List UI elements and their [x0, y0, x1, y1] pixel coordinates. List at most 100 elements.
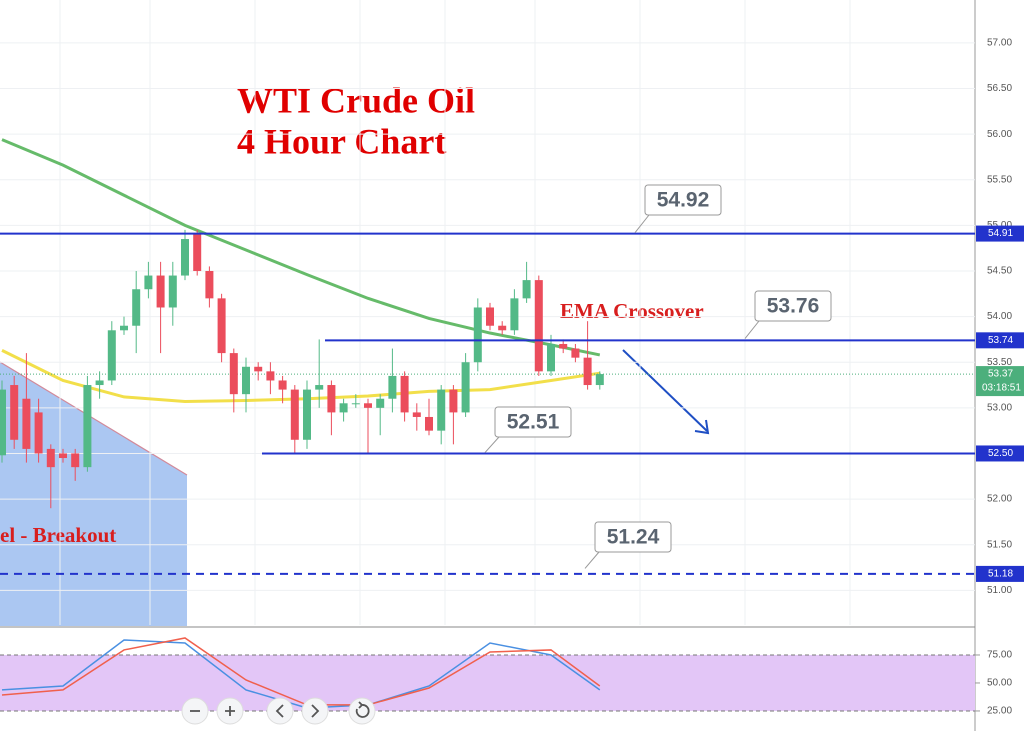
- oscillator-band: [0, 654, 975, 711]
- axis-tag: [976, 565, 1024, 582]
- candle-body: [412, 412, 421, 417]
- candle-body: [34, 412, 43, 454]
- countdown: 03:18:51: [982, 383, 1021, 394]
- y2-tick-label: 50.00: [987, 678, 1012, 689]
- callout-label: 53.76: [767, 295, 820, 318]
- callout-label: 54.92: [657, 189, 710, 212]
- y-tick-label: 53.50: [987, 357, 1012, 368]
- candle-body: [193, 234, 202, 271]
- callout-box: [754, 290, 832, 322]
- chart-subtitle: 4 Hour Chart: [237, 121, 446, 161]
- control-icon: [355, 701, 370, 718]
- control-button[interactable]: [301, 697, 329, 725]
- candle-body: [364, 403, 372, 408]
- channel-area: [0, 362, 187, 626]
- candle-body: [71, 453, 80, 468]
- candle-body: [388, 375, 397, 399]
- candle-body: [547, 343, 555, 372]
- candle-body: [181, 239, 189, 276]
- candle-body: [254, 366, 263, 372]
- y-tick-label: 54.00: [987, 311, 1012, 322]
- candle-body: [229, 353, 238, 395]
- callout-pointer: [744, 320, 760, 339]
- y2-tick-label: 75.00: [987, 650, 1012, 661]
- last-price-tag: [976, 366, 1024, 397]
- candle-body: [595, 374, 604, 386]
- y-tick-label: 56.00: [987, 129, 1012, 140]
- chart-title: WTI Crude Oil: [237, 80, 475, 120]
- axis-tag-label: 53.74: [988, 335, 1013, 346]
- annotation: el - Breakout: [0, 523, 116, 547]
- candle-body: [156, 275, 165, 308]
- control-button[interactable]: [266, 697, 294, 725]
- candle-body: [437, 389, 446, 431]
- y-tick-label: 51.00: [987, 585, 1012, 596]
- callout-pointer: [484, 436, 500, 453]
- arrow-head: [694, 419, 710, 435]
- y-tick-label: 55.00: [987, 220, 1012, 231]
- axis-tag: [976, 225, 1024, 242]
- last-price-label: 53.37: [988, 369, 1013, 380]
- candle-body: [315, 385, 324, 390]
- candle-body: [144, 275, 153, 290]
- candle-body: [571, 348, 580, 358]
- axis-tag: [976, 332, 1024, 349]
- candle-body: [266, 371, 275, 381]
- y2-tick-label: 25.00: [987, 706, 1012, 717]
- candle-body: [168, 275, 177, 308]
- candle-body: [327, 385, 336, 413]
- moving-average: [1, 138, 601, 357]
- control-icon: [311, 704, 320, 718]
- candle-body: [522, 280, 531, 299]
- callout-label: 52.51: [507, 411, 560, 434]
- candle-body: [120, 325, 128, 331]
- candle-body: [132, 289, 141, 326]
- y-tick-label: 53.00: [987, 402, 1012, 413]
- y-tick-label: 54.50: [987, 266, 1012, 277]
- control-icon: [225, 706, 235, 716]
- candle-body: [278, 380, 287, 390]
- candle-body: [242, 366, 250, 395]
- candle-body: [425, 416, 433, 431]
- callout-pointer: [634, 214, 650, 233]
- callout-pointer: [584, 551, 600, 569]
- candle-body: [583, 357, 592, 386]
- callout-label: 51.24: [607, 526, 660, 549]
- candle-body: [449, 389, 458, 413]
- callout-box: [644, 184, 722, 216]
- controls: [181, 697, 376, 725]
- axis-tag-label: 51.18: [988, 569, 1013, 580]
- candle-body: [376, 398, 385, 408]
- candle-body: [498, 325, 507, 331]
- callout-box: [594, 521, 672, 553]
- candle-body: [83, 385, 92, 468]
- callout-box: [494, 406, 572, 438]
- candle-body: [559, 343, 568, 349]
- candle-body: [10, 385, 19, 440]
- candle-body: [205, 270, 214, 299]
- candle-body: [303, 389, 311, 440]
- candle-body: [107, 330, 116, 381]
- arrow: [622, 349, 708, 432]
- axis-tag-label: 52.50: [988, 448, 1013, 459]
- candle-body: [510, 298, 519, 331]
- y-tick-label: 51.50: [987, 539, 1012, 550]
- control-icon: [275, 704, 284, 718]
- control-button[interactable]: [348, 697, 376, 725]
- axis-tag: [976, 445, 1024, 462]
- axis-tag-label: 54.91: [988, 228, 1013, 239]
- channel-edge: [0, 361, 188, 476]
- y-tick-label: 56.50: [987, 83, 1012, 94]
- candle-body: [0, 389, 6, 456]
- candle-body: [461, 362, 470, 413]
- candle-body: [22, 398, 31, 449]
- candle-body: [217, 298, 226, 354]
- candle-body: [59, 453, 67, 459]
- candle-body: [400, 375, 409, 413]
- y-tick-label: 52.00: [987, 494, 1012, 505]
- candle-body: [534, 280, 543, 372]
- candle-body: [486, 307, 494, 326]
- candle-body: [290, 389, 299, 440]
